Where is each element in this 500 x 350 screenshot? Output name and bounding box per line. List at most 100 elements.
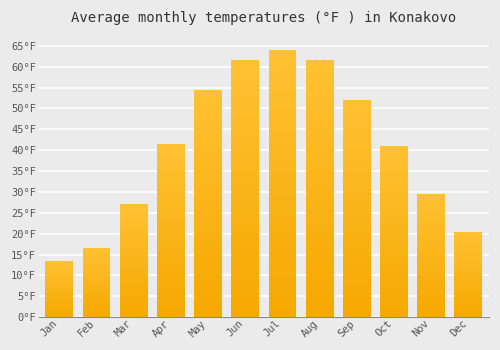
Bar bbox=[380, 148, 408, 150]
Bar bbox=[157, 293, 185, 295]
Bar bbox=[194, 98, 222, 101]
Bar bbox=[380, 255, 408, 257]
Bar bbox=[82, 256, 110, 257]
Bar bbox=[454, 297, 482, 298]
Bar bbox=[46, 264, 74, 265]
Bar bbox=[343, 179, 371, 181]
Bar bbox=[120, 211, 148, 213]
Bar bbox=[343, 170, 371, 173]
Bar bbox=[120, 306, 148, 307]
Bar bbox=[82, 286, 110, 287]
Bar bbox=[46, 276, 74, 277]
Bar bbox=[268, 284, 296, 287]
Bar bbox=[306, 160, 334, 163]
Bar bbox=[380, 287, 408, 289]
Bar bbox=[343, 301, 371, 303]
Bar bbox=[82, 262, 110, 263]
Bar bbox=[268, 93, 296, 97]
Bar bbox=[46, 284, 74, 285]
Bar bbox=[454, 312, 482, 313]
Bar bbox=[232, 208, 259, 211]
Bar bbox=[120, 261, 148, 262]
Bar bbox=[418, 302, 445, 303]
Bar bbox=[418, 311, 445, 313]
Bar bbox=[268, 103, 296, 107]
Bar bbox=[380, 187, 408, 189]
Bar bbox=[380, 242, 408, 244]
Bar bbox=[194, 203, 222, 206]
Bar bbox=[454, 245, 482, 246]
Bar bbox=[194, 297, 222, 300]
Bar bbox=[120, 221, 148, 223]
Bar bbox=[120, 224, 148, 225]
Bar bbox=[232, 73, 259, 76]
Bar bbox=[343, 195, 371, 198]
Bar bbox=[157, 211, 185, 213]
Bar bbox=[194, 254, 222, 258]
Bar bbox=[343, 152, 371, 154]
Bar bbox=[232, 205, 259, 208]
Bar bbox=[120, 262, 148, 264]
Bar bbox=[157, 144, 185, 146]
Bar bbox=[46, 297, 74, 298]
Bar bbox=[82, 250, 110, 251]
Bar bbox=[454, 311, 482, 312]
Bar bbox=[194, 110, 222, 112]
Bar bbox=[418, 242, 445, 243]
Bar bbox=[454, 285, 482, 286]
Bar bbox=[268, 97, 296, 100]
Bar bbox=[120, 227, 148, 229]
Bar bbox=[268, 110, 296, 113]
Bar bbox=[418, 299, 445, 300]
Bar bbox=[268, 290, 296, 294]
Bar bbox=[454, 269, 482, 270]
Bar bbox=[82, 263, 110, 264]
Bar bbox=[120, 285, 148, 286]
Bar bbox=[46, 305, 74, 306]
Bar bbox=[194, 294, 222, 297]
Bar bbox=[268, 257, 296, 260]
Bar bbox=[232, 288, 259, 292]
Bar bbox=[157, 254, 185, 257]
Bar bbox=[306, 141, 334, 144]
Bar bbox=[82, 298, 110, 299]
Bar bbox=[82, 308, 110, 309]
Bar bbox=[418, 223, 445, 225]
Bar bbox=[343, 287, 371, 290]
Bar bbox=[380, 184, 408, 187]
Bar bbox=[454, 239, 482, 240]
Bar bbox=[120, 255, 148, 257]
Bar bbox=[306, 198, 334, 202]
Bar bbox=[46, 275, 74, 276]
Bar bbox=[306, 108, 334, 112]
Bar bbox=[120, 254, 148, 255]
Bar bbox=[157, 308, 185, 311]
Bar bbox=[194, 249, 222, 252]
Bar bbox=[157, 257, 185, 259]
Bar bbox=[454, 241, 482, 242]
Bar bbox=[232, 243, 259, 246]
Bar bbox=[194, 218, 222, 220]
Bar bbox=[120, 248, 148, 250]
Bar bbox=[268, 224, 296, 227]
Bar bbox=[268, 180, 296, 183]
Bar bbox=[380, 281, 408, 283]
Bar bbox=[418, 232, 445, 234]
Bar bbox=[306, 301, 334, 304]
Bar bbox=[268, 183, 296, 187]
Bar bbox=[343, 108, 371, 111]
Bar bbox=[194, 195, 222, 198]
Bar bbox=[343, 141, 371, 144]
Bar bbox=[454, 260, 482, 261]
Bar bbox=[157, 285, 185, 287]
Bar bbox=[157, 235, 185, 237]
Bar bbox=[232, 227, 259, 231]
Bar bbox=[306, 192, 334, 195]
Bar bbox=[82, 305, 110, 306]
Bar bbox=[194, 269, 222, 272]
Bar bbox=[418, 270, 445, 271]
Bar bbox=[418, 200, 445, 202]
Bar bbox=[82, 297, 110, 298]
Bar bbox=[232, 173, 259, 176]
Bar bbox=[194, 175, 222, 178]
